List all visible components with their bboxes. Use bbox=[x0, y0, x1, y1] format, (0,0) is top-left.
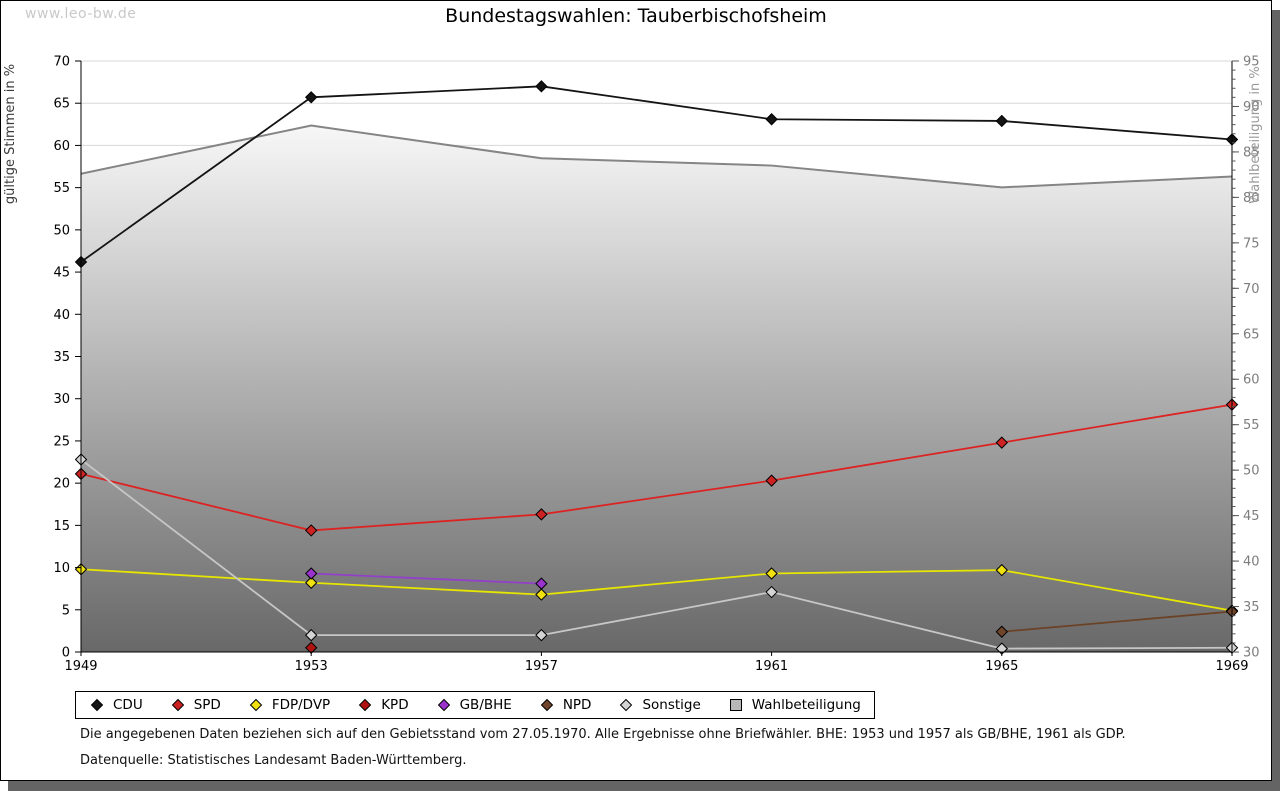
legend-item-kpd: KPD bbox=[357, 697, 409, 713]
svg-text:30: 30 bbox=[53, 392, 70, 407]
legend-label: Wahlbeteiligung bbox=[751, 697, 861, 713]
svg-text:60: 60 bbox=[53, 139, 70, 154]
footnote-datenquelle: Datenquelle: Statistisches Landesamt Bad… bbox=[80, 753, 467, 768]
svg-text:75: 75 bbox=[1243, 236, 1260, 251]
legend-item-wahlbeteiligung: Wahlbeteiligung bbox=[728, 697, 861, 713]
svg-text:85: 85 bbox=[1243, 145, 1260, 160]
footnote-gebietsstand: Die angegebenen Daten beziehen sich auf … bbox=[80, 727, 1126, 742]
legend-item-npd: NPD bbox=[539, 697, 592, 713]
svg-text:90: 90 bbox=[1243, 100, 1260, 115]
legend-label: FDP/DVP bbox=[271, 697, 331, 713]
svg-text:40: 40 bbox=[53, 308, 70, 323]
svg-text:30: 30 bbox=[1243, 646, 1260, 661]
svg-text:50: 50 bbox=[1243, 464, 1260, 479]
svg-text:50: 50 bbox=[53, 223, 70, 238]
svg-text:1965: 1965 bbox=[985, 659, 1018, 674]
svg-text:1957: 1957 bbox=[525, 659, 558, 674]
svg-text:0: 0 bbox=[62, 646, 70, 661]
svg-text:35: 35 bbox=[53, 350, 70, 365]
legend-label: Sonstige bbox=[642, 697, 701, 713]
legend-item-fdp-dvp: FDP/DVP bbox=[248, 697, 330, 713]
svg-text:20: 20 bbox=[53, 477, 70, 492]
legend-label: SPD bbox=[193, 697, 221, 713]
svg-text:45: 45 bbox=[1243, 509, 1260, 524]
svg-text:10: 10 bbox=[53, 561, 70, 576]
diamond-marker-icon bbox=[249, 698, 263, 712]
legend-label: KPD bbox=[381, 697, 409, 713]
svg-text:1953: 1953 bbox=[295, 659, 328, 674]
site-watermark: www.leo-bw.de bbox=[25, 6, 137, 22]
legend-label: GB/BHE bbox=[459, 697, 512, 713]
participation-area bbox=[80, 124, 1233, 653]
svg-text:70: 70 bbox=[1243, 282, 1260, 297]
svg-text:60: 60 bbox=[1243, 373, 1260, 388]
diamond-marker-icon bbox=[437, 698, 450, 712]
svg-text:40: 40 bbox=[1243, 555, 1260, 570]
diamond-marker-icon bbox=[358, 698, 372, 712]
series-spd bbox=[74, 398, 1239, 537]
legend-item-cdu: CDU bbox=[89, 697, 143, 713]
axes: 0 5 10 15 20 25 30 35 40 45 50 55 60 65 70 30 35 40 45 50 55… bbox=[53, 55, 1259, 675]
square-marker-icon bbox=[729, 699, 742, 711]
chart-legend: CDU SPD FDP/DVP KPD GB/BHE NPD Sonstige Wahlbet… bbox=[75, 691, 875, 719]
legend-item-sonstige: Sonstige bbox=[618, 697, 701, 713]
left-axis-title: gültige Stimmen in % bbox=[3, 64, 18, 204]
legend-label: NPD bbox=[562, 697, 592, 713]
svg-text:1969: 1969 bbox=[1215, 659, 1248, 674]
diamond-marker-icon bbox=[90, 698, 104, 712]
series-gb-bhe bbox=[304, 567, 548, 590]
legend-item-gb-bhe: GB/BHE bbox=[436, 697, 512, 713]
svg-text:45: 45 bbox=[53, 266, 70, 281]
diamond-marker-icon bbox=[540, 698, 554, 712]
svg-text:65: 65 bbox=[53, 97, 70, 112]
diamond-marker-icon bbox=[171, 698, 184, 712]
svg-text:80: 80 bbox=[1243, 191, 1260, 206]
svg-text:5: 5 bbox=[62, 603, 70, 618]
svg-text:1949: 1949 bbox=[64, 659, 97, 674]
page-title: Bundestagswahlen: Tauberbischofsheim bbox=[445, 5, 827, 27]
right-axis-title: Wahlbeteiligung in % bbox=[1248, 66, 1263, 203]
diamond-marker-icon bbox=[620, 698, 633, 712]
svg-text:35: 35 bbox=[1243, 600, 1260, 615]
legend-item-spd: SPD bbox=[170, 697, 221, 713]
legend-label: CDU bbox=[113, 697, 143, 713]
election-line-chart: 0 5 10 15 20 25 30 35 40 45 50 55 60 65 70 30 35 40 45 50 55… bbox=[3, 55, 1263, 675]
svg-text:95: 95 bbox=[1243, 55, 1260, 70]
svg-text:25: 25 bbox=[53, 434, 70, 449]
svg-text:65: 65 bbox=[1243, 327, 1260, 342]
svg-text:70: 70 bbox=[53, 55, 70, 70]
svg-text:15: 15 bbox=[53, 519, 70, 534]
svg-text:55: 55 bbox=[53, 181, 70, 196]
svg-text:1961: 1961 bbox=[755, 659, 788, 674]
svg-text:55: 55 bbox=[1243, 418, 1260, 433]
